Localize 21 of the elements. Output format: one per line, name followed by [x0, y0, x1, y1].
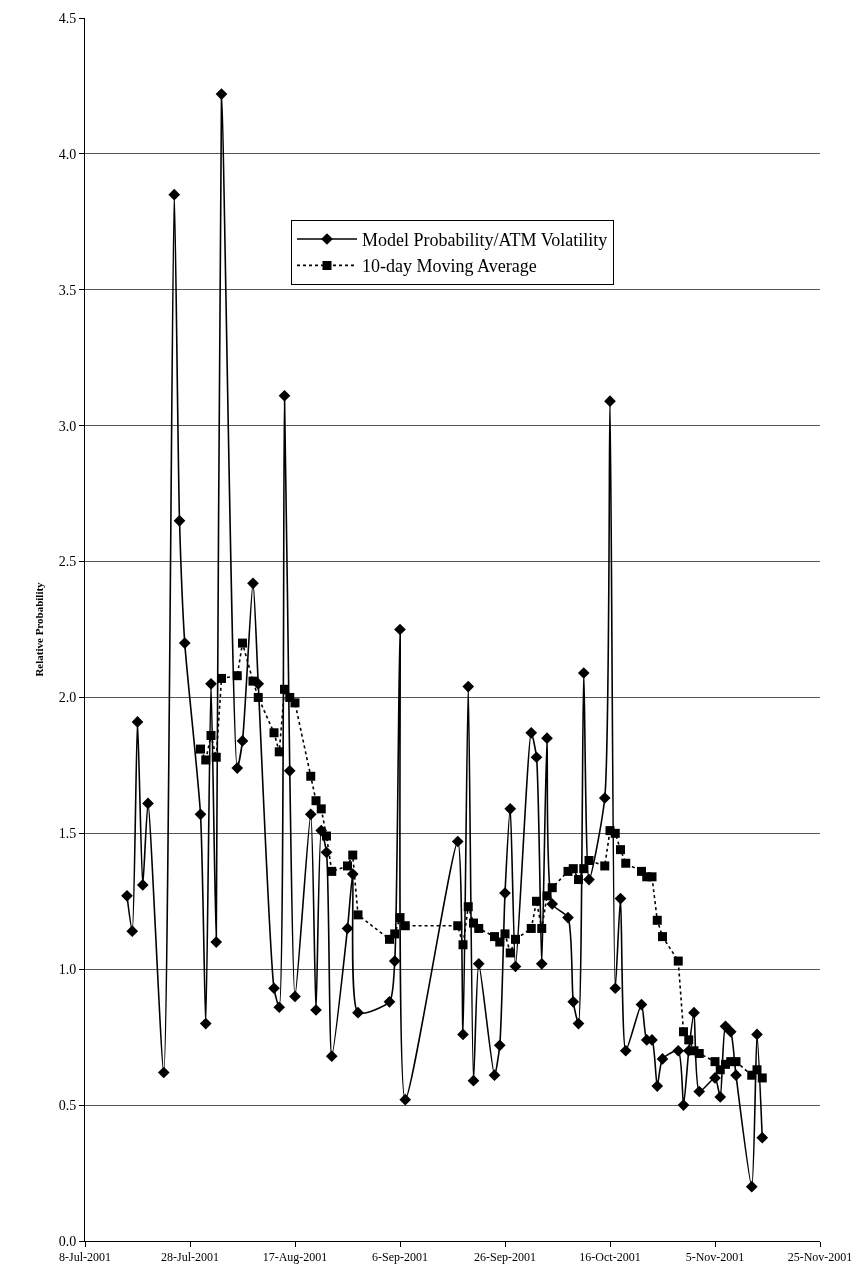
x-tick-label: 25-Nov-2001 [787, 1250, 853, 1265]
legend-label: 10-day Moving Average [362, 256, 537, 277]
legend-label: Model Probability/ATM Volatility [362, 230, 608, 251]
y-tick-label: 2.0 [58, 690, 77, 706]
x-tick-label: 17-Aug-2001 [262, 1250, 328, 1265]
y-tick-label: 3.5 [58, 282, 77, 298]
x-tick-label: 16-Oct-2001 [579, 1250, 641, 1265]
y-tick-label: 1.5 [58, 826, 77, 842]
y-tick-label: 0.0 [58, 1233, 77, 1249]
y-tick-label: 0.5 [58, 1098, 77, 1114]
x-tick-label: 5-Nov-2001 [685, 1250, 745, 1265]
x-tick-label: 26-Sep-2001 [474, 1250, 536, 1265]
y-axis-title: Relative Probability [33, 581, 46, 677]
y-tick-label: 2.5 [58, 554, 77, 570]
y-tick-label: 4.5 [58, 10, 77, 26]
x-tick-label: 8-Jul-2001 [59, 1250, 111, 1265]
x-tick-label: 6-Sep-2001 [372, 1250, 428, 1265]
y-tick-label: 1.0 [58, 962, 77, 978]
y-tick-label: 4.0 [58, 146, 77, 162]
x-tick-label: 28-Jul-2001 [161, 1250, 219, 1265]
y-tick-label: 3.0 [58, 418, 77, 434]
